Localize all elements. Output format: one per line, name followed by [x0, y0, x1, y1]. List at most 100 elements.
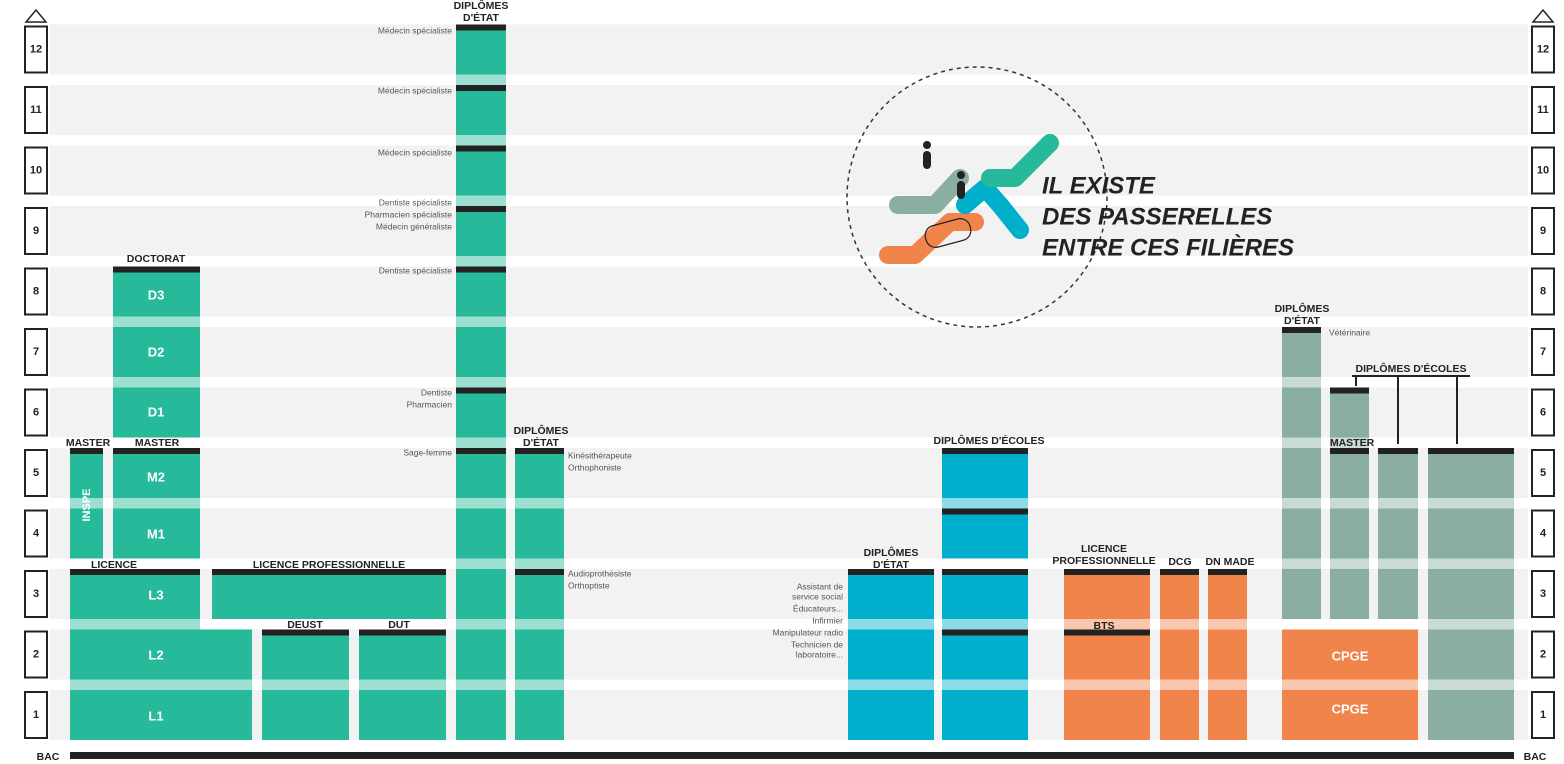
year-box	[24, 328, 48, 376]
heading: DEUST	[287, 619, 323, 631]
year-label: 9	[33, 225, 39, 237]
note: Pharmacien	[407, 399, 453, 409]
diploma-bar	[456, 206, 506, 212]
diploma-bar	[456, 145, 506, 152]
person-head	[923, 141, 931, 149]
passerelle-logo	[879, 213, 984, 264]
track-gap	[1064, 619, 1150, 630]
year-label: 6	[33, 406, 39, 418]
track-gap	[1282, 377, 1321, 388]
heading: DIPLÔMES D'ÉCOLES	[933, 434, 1044, 447]
year-label: 11	[30, 104, 42, 116]
diploma-bar	[212, 569, 446, 575]
year-band	[50, 387, 1528, 438]
diploma-bar	[942, 569, 1028, 575]
year-label: 7	[33, 346, 39, 358]
track	[212, 569, 446, 619]
track	[1160, 569, 1199, 740]
heading: LICENCE	[91, 559, 137, 571]
diploma-bar	[1378, 448, 1418, 454]
track-gap	[848, 679, 934, 690]
heading: DOCTORAT	[127, 253, 186, 265]
year-label: 3	[1540, 588, 1546, 600]
year-band	[50, 448, 1528, 498]
track-gap	[1378, 558, 1418, 569]
note: Kinésithérapeute	[568, 450, 632, 460]
track-gap	[1330, 437, 1369, 448]
diploma-bar	[1064, 569, 1150, 575]
note: laboratoire...	[796, 649, 843, 659]
diploma-bar	[262, 629, 349, 636]
heading: D'ÉTAT	[463, 11, 500, 24]
bac-bar	[70, 752, 1514, 759]
note: Vétérinaire	[1329, 327, 1370, 337]
year-box	[1531, 449, 1555, 497]
bac-label: BAC	[1524, 751, 1547, 763]
year-label: 3	[33, 588, 39, 600]
heading: DUT	[388, 619, 410, 631]
year-box	[1531, 25, 1555, 74]
track-gap	[1378, 498, 1418, 509]
heading: DIPLÔMES	[1275, 302, 1330, 315]
diploma-bar	[456, 24, 506, 31]
diploma-bar	[1330, 387, 1369, 394]
heading: BTS	[1094, 620, 1115, 632]
track	[70, 569, 200, 740]
year-label: 8	[1540, 285, 1546, 297]
note: Médecin spécialiste	[378, 85, 452, 95]
track	[1208, 569, 1247, 740]
year-box	[24, 388, 48, 437]
track	[1428, 448, 1514, 740]
diploma-bar	[456, 266, 506, 273]
passerelle-logo	[956, 179, 1029, 239]
diploma-bar	[70, 569, 200, 575]
note: Dentiste	[421, 387, 452, 397]
block-label: L3	[148, 587, 163, 602]
track-gap	[942, 619, 1028, 630]
track-gap	[456, 256, 506, 267]
heading: DIPLÔMES	[864, 546, 919, 559]
year-label: 12	[1537, 43, 1549, 55]
year-band	[50, 206, 1528, 256]
year-box	[1531, 509, 1555, 558]
note: Dentiste spécialiste	[379, 265, 453, 275]
labels: DOCTORAT MASTER MASTER INSPE LICENCE LIC…	[30, 0, 1549, 763]
track	[942, 569, 1028, 740]
year-label: 5	[33, 467, 39, 479]
year-band	[50, 85, 1528, 135]
person-body	[957, 181, 965, 199]
person-head	[957, 171, 965, 179]
inspe: INSPE	[81, 488, 93, 521]
track-gap	[1208, 679, 1247, 690]
track-gap	[1428, 679, 1514, 690]
year-label: 10	[30, 164, 42, 176]
track-gap	[515, 498, 564, 509]
diploma-bar	[456, 387, 506, 394]
callout-circle	[846, 66, 1108, 328]
callout: IL EXISTE	[1042, 172, 1156, 199]
track-gap	[113, 377, 200, 388]
track-gap	[456, 316, 506, 327]
track-gap	[456, 74, 506, 85]
heading: MASTER	[135, 437, 180, 449]
year-label: 4	[33, 527, 40, 539]
year-box	[24, 146, 48, 195]
track-gap	[1282, 437, 1321, 448]
year-box	[1531, 146, 1555, 195]
diploma-bar	[515, 448, 564, 454]
track	[113, 266, 200, 438]
year-label: 10	[1537, 164, 1549, 176]
callout: ENTRE CES FILIÈRES	[1042, 233, 1294, 261]
diploma-bar	[70, 448, 103, 454]
year-arrow	[24, 8, 48, 23]
diploma-bar	[359, 629, 446, 636]
track-gap	[456, 679, 506, 690]
heading: DIPLÔMES	[514, 424, 569, 437]
track	[848, 569, 934, 740]
block-label: D3	[148, 287, 165, 302]
diploma-bar	[942, 448, 1028, 454]
track-gap	[1208, 619, 1247, 630]
year-label: 1	[33, 709, 39, 721]
track-gap	[456, 135, 506, 146]
year-box	[24, 691, 48, 739]
